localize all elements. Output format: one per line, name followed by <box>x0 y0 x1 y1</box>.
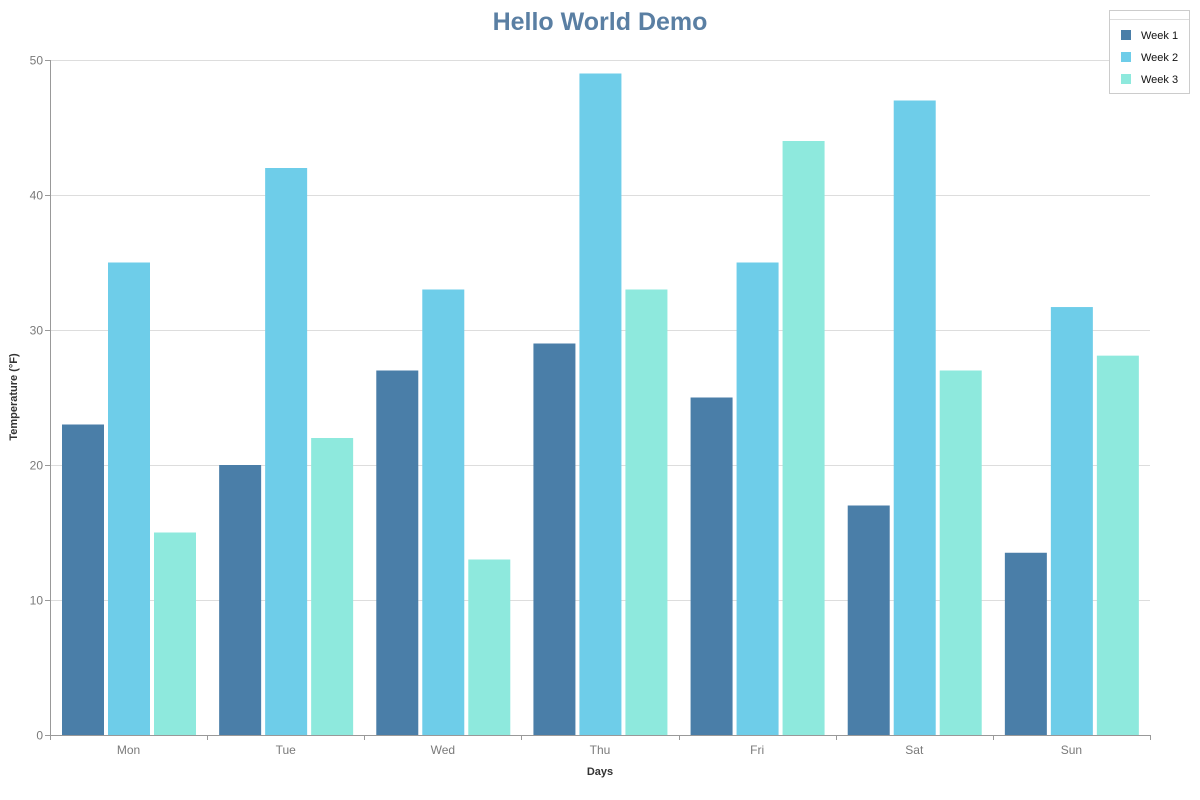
legend-swatch <box>1121 30 1131 40</box>
bar <box>62 424 104 735</box>
bar <box>1050 307 1093 735</box>
x-tick-label: Thu <box>590 743 611 757</box>
bar <box>219 465 262 735</box>
legend-swatch <box>1121 52 1131 62</box>
y-tick-label: 50 <box>30 54 44 68</box>
y-tick-label: 0 <box>36 729 43 743</box>
legend-label: Week 1 <box>1141 30 1178 42</box>
bar <box>154 532 196 735</box>
bar <box>893 100 936 735</box>
x-tick-label: Sat <box>905 743 924 757</box>
bar <box>533 343 576 735</box>
y-axis-label: Temperature (°F) <box>8 353 20 441</box>
bar <box>625 289 668 735</box>
x-tick-label: Sun <box>1061 743 1082 757</box>
bar <box>939 370 982 735</box>
bar <box>690 397 733 735</box>
legend: Week 1 Week 2 Week 3 <box>1109 10 1190 94</box>
bar <box>311 438 354 735</box>
x-tick-label: Wed <box>431 743 455 757</box>
bar <box>1096 355 1139 735</box>
bar <box>422 289 465 735</box>
x-axis-label: Days <box>587 766 613 778</box>
bars <box>62 73 1139 735</box>
bar <box>468 559 511 735</box>
x-tick-label: Tue <box>276 743 297 757</box>
y-tick-label: 30 <box>30 324 44 338</box>
bar <box>376 370 419 735</box>
y-tick-label: 20 <box>30 459 44 473</box>
bar <box>1004 552 1047 735</box>
bar <box>782 141 825 735</box>
axes: 0 10 20 30 40 50 Mon Tue Wed Thu Fri Sat Sun <box>30 54 1151 757</box>
legend-label: Week 2 <box>1141 52 1178 64</box>
bar <box>579 73 622 735</box>
legend-swatch <box>1121 74 1131 84</box>
y-tick-label: 40 <box>30 189 44 203</box>
bar <box>265 168 308 735</box>
bar <box>736 262 779 735</box>
y-tick-label: 10 <box>30 594 44 608</box>
bar <box>847 505 890 735</box>
chart-title: Hello World Demo <box>493 8 708 36</box>
x-tick-label: Fri <box>750 743 764 757</box>
legend-label: Week 3 <box>1141 74 1178 86</box>
x-tick-label: Mon <box>117 743 140 757</box>
bar <box>108 262 150 735</box>
